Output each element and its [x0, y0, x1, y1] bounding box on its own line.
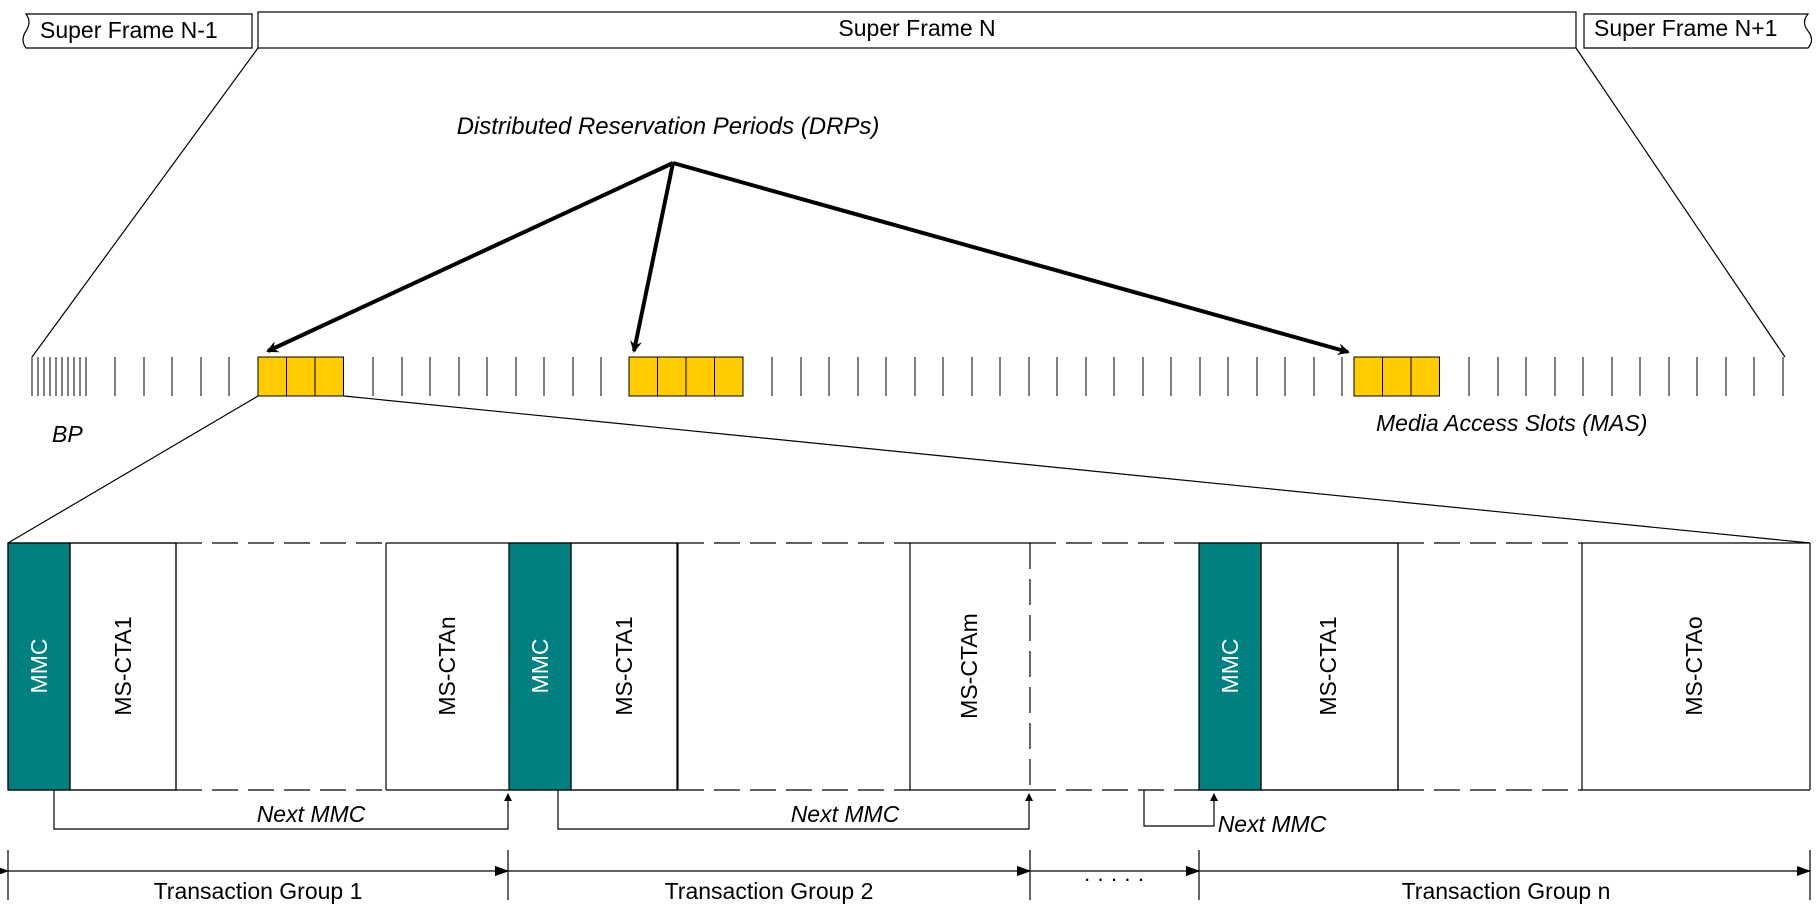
mmc-block-n — [1198, 542, 1262, 791]
superframe-current-label: Super Frame N — [838, 15, 995, 41]
drp-arrow-1 — [266, 161, 674, 353]
drp-slot-1 — [257, 356, 287, 397]
next-mmc-connector-n — [1143, 790, 1218, 827]
superframe-next-box — [1583, 13, 1813, 49]
superframe-current-box — [257, 11, 1577, 49]
drps-label: Distributed Reservation Periods (DRPs) — [457, 113, 880, 140]
drp-slot-3 — [1410, 356, 1440, 397]
superframe-next-label: Super Frame N+1 — [1594, 15, 1777, 41]
mmc-block-1 — [7, 542, 71, 791]
drp-slot-3 — [1353, 356, 1383, 397]
next-mmc-label-2: Next MMC — [791, 801, 900, 827]
drp-slot-2 — [685, 356, 715, 397]
drp-arrows — [266, 161, 1350, 356]
drp-slot-1 — [314, 356, 344, 397]
cta1-block-n — [1260, 542, 1399, 791]
cta-last-label-2: MS-CTAm — [956, 613, 982, 719]
next-mmc-connectors — [53, 790, 1218, 830]
drp-slot-1 — [286, 356, 316, 397]
mas-label: Media Access Slots (MAS) — [1376, 410, 1647, 436]
cta-first-label-2: MS-CTA1 — [611, 616, 637, 715]
drp-slot-3 — [1382, 356, 1412, 397]
mmc-block-2 — [508, 542, 572, 791]
drp-slot-2 — [628, 356, 658, 397]
next-mmc-connector-1 — [53, 790, 512, 830]
transaction-group-2-label: Transaction Group 2 — [665, 878, 874, 904]
superframe-prev-label: Super Frame N-1 — [40, 17, 218, 43]
superframe-header — [22, 11, 1813, 49]
mmc-label-2: MMC — [527, 639, 553, 694]
cta-last-label-1: MS-CTAn — [434, 616, 460, 715]
next-mmc-label-n: Next MMC — [1218, 811, 1327, 837]
next-mmc-label-1: Next MMC — [257, 801, 366, 827]
superframe-prev-box — [22, 13, 253, 49]
cta-first-label-n: MS-CTA1 — [1315, 616, 1341, 715]
transaction-detail: MMC MS-CTA1 MS-CTAn MMC MS-CTA1 MS-CTAm … — [7, 542, 1811, 791]
next-mmc-connector-2 — [557, 790, 1033, 830]
mmc-label-1: MMC — [26, 639, 52, 694]
cta1-block-1 — [69, 542, 177, 791]
drp-arrow-3 — [672, 161, 1350, 356]
drp-slot-2 — [714, 356, 744, 397]
superframe-zoom-lines — [31, 47, 1786, 358]
cta-first-label-1: MS-CTA1 — [110, 616, 136, 715]
mas-slot-line — [31, 356, 1784, 397]
ellipsis-label: · · · · · — [1083, 866, 1144, 891]
transaction-group-n-label: Transaction Group n — [1402, 878, 1611, 904]
transaction-group-1-label: Transaction Group 1 — [154, 878, 363, 904]
drp-zoom-lines — [7, 395, 1811, 544]
drp-slot-2 — [657, 356, 687, 397]
bp-label: BP — [52, 421, 83, 447]
cta1-block-2 — [570, 542, 678, 791]
drp-arrow-2 — [630, 162, 675, 353]
transaction-group-dimensions — [0, 850, 1811, 900]
mmc-label-n: MMC — [1217, 639, 1243, 694]
cta-last-label-n: MS-CTAo — [1681, 616, 1707, 715]
